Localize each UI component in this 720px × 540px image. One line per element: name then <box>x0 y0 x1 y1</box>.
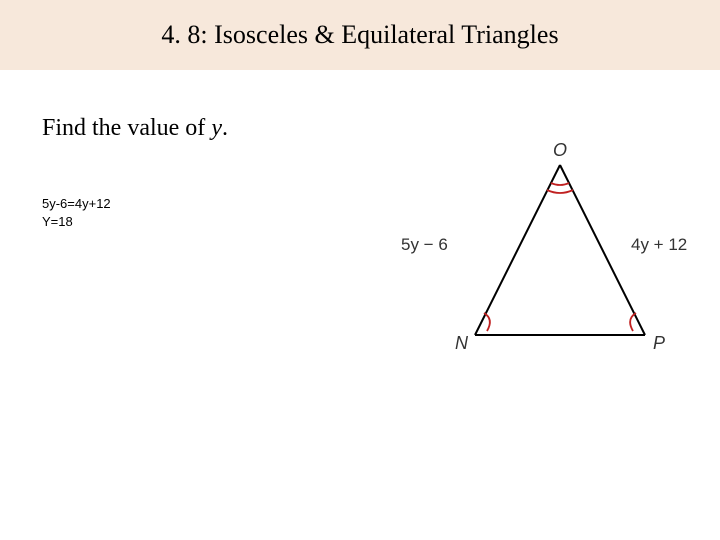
prompt-suffix: . <box>222 115 228 141</box>
side-label-right: 4y + 12 <box>631 235 687 255</box>
vertex-label-p: P <box>653 333 665 354</box>
problem-prompt: Find the value of y. <box>42 115 228 142</box>
slide-title: 4. 8: Isosceles & Equilateral Triangles <box>161 20 558 50</box>
solution-work: 5y-6=4y+12 Y=18 <box>42 195 111 231</box>
work-line-2: Y=18 <box>42 213 111 231</box>
side-label-left: 5y − 6 <box>401 235 448 255</box>
vertex-label-n: N <box>455 333 468 354</box>
prompt-prefix: Find the value of <box>42 115 211 141</box>
vertex-label-o: O <box>553 140 567 161</box>
work-line-1: 5y-6=4y+12 <box>42 195 111 213</box>
triangle-diagram: 5y − 6 4y + 12 O N P <box>395 135 695 365</box>
title-bar: 4. 8: Isosceles & Equilateral Triangles <box>0 0 720 70</box>
prompt-variable: y <box>211 115 222 141</box>
